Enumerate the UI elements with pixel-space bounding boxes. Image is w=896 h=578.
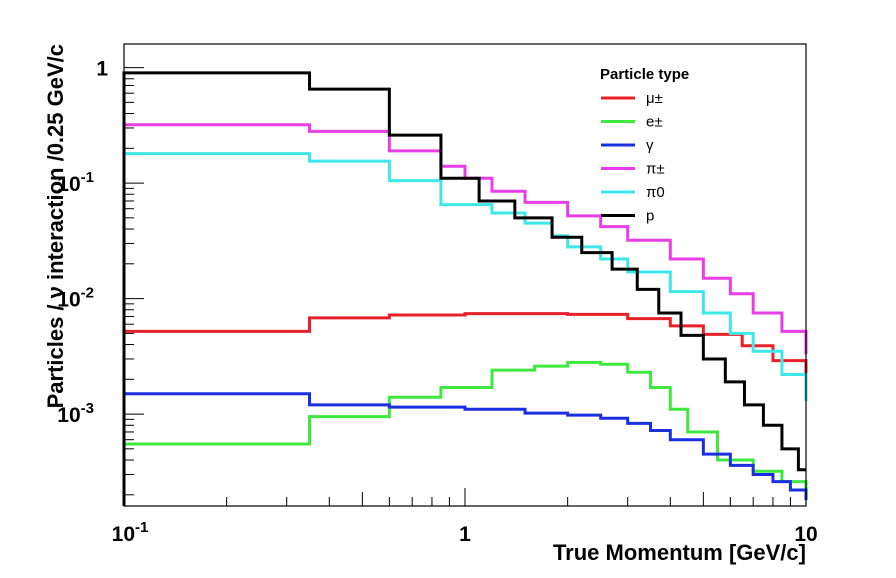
- legend-label: γ: [646, 137, 654, 154]
- y-axis-title: Particles / ν interaction /0.25 GeV/c: [43, 44, 68, 408]
- x-tick-label: 10: [794, 523, 817, 546]
- axis-ticks: [123, 67, 807, 506]
- x-tick-label: 1: [459, 523, 471, 546]
- legend-label: π0: [646, 184, 665, 201]
- y-tick-label: 10-3: [57, 400, 94, 427]
- series-line: [122, 360, 808, 506]
- legend-label: π±: [646, 161, 665, 178]
- series-line: [122, 392, 808, 506]
- legend: Particle type μ± e± γ π± π0 p: [600, 66, 689, 225]
- y-tick-label: 10-2: [57, 285, 94, 312]
- x-axis-title: True Momentum [GeV/c]: [553, 540, 806, 565]
- series-line: [122, 152, 808, 506]
- y-tick-label: 1: [96, 58, 108, 81]
- legend-label: p: [646, 208, 654, 225]
- x-tick-label: 10-1: [112, 519, 149, 546]
- plot-frame: [123, 43, 807, 507]
- y-tick-label: 10-1: [57, 169, 94, 196]
- series-layer: [122, 71, 808, 506]
- series-line: [122, 123, 808, 506]
- legend-title: Particle type: [600, 66, 689, 83]
- legend-items: μ± e± γ π± π0 p: [601, 90, 665, 225]
- tick-labels: 10-1 1 10 10-3 10-2 10-1 1: [57, 58, 817, 546]
- legend-label: e±: [646, 114, 663, 131]
- series-line: [122, 71, 806, 506]
- legend-label: μ±: [646, 90, 663, 107]
